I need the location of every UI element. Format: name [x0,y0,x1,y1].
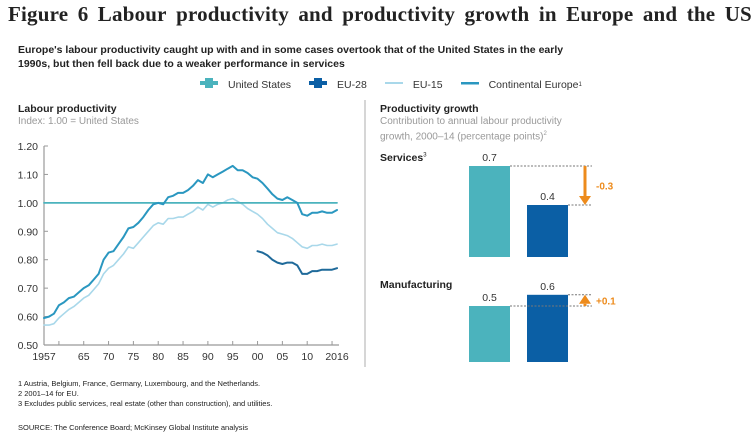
x-tick-label: 65 [78,351,90,363]
x-tick-label: 10 [301,351,313,363]
x-tick-label: 95 [227,351,239,363]
series-line-eu-15 [43,197,338,326]
chart-subtitle: Europe's labour productivity caught up w… [18,44,564,70]
x-tick-label: 80 [152,351,164,363]
legend-item-continental-europe: Continental Europe 1 [460,78,582,91]
x-tick-label: 1957 [32,351,56,363]
figure-title-word: growth [464,2,530,26]
legend-item-united-states: United States [200,78,291,91]
bar-services-united-states [469,166,510,257]
figure-title-word: US [724,2,752,26]
footnotes: 1 Austria, Belgium, France, Germany, Lux… [18,379,272,409]
figure-title-word: productivity [342,2,456,26]
group-label-services: Services3 [380,152,427,164]
source-note: SOURCE: The Conference Board; McKinsey G… [18,423,248,432]
legend-footnote-marker: 1 [578,81,582,88]
bar-manufacturing-united-states [469,306,510,362]
legend-swatch-eu-15 [384,78,403,91]
line-chart-title: Labour productivity [18,103,117,115]
line-chart-subtitle: Index: 1.00 = United States [18,116,139,127]
bar-chart-title: Productivity growth [380,103,479,115]
x-tick-label: 2016 [325,351,349,363]
legend: United States EU-28 EU-15 Continental Eu… [200,78,600,91]
figure-title-word: productivity [176,2,289,26]
figure-title-word: 6 [77,2,89,26]
bar-chart-subtitle-footnote: 2 [543,131,547,137]
group-label-text: Services [380,152,424,164]
figure-title-word: and [642,2,678,26]
series-line-eu-28 [256,250,338,275]
legend-label: Continental Europe [488,78,579,91]
x-tick-label: 85 [177,351,189,363]
legend-label: United States [228,78,292,91]
figure-title-word: Labour [97,2,167,26]
legend-label: EU-15 [412,78,443,91]
group-label-manufacturing: Manufacturing [380,279,452,291]
y-tick-label: 0.70 [18,283,39,295]
footnote-3: 3 Excludes public services, real estate … [18,399,273,408]
figure-title-word: Europe [566,2,634,26]
x-tick-label: 75 [128,351,140,363]
y-tick-label: 0.50 [18,340,39,352]
y-tick-label: 1.10 [18,169,39,181]
difference-arrow-head [579,294,591,304]
figure-title-word: and [298,2,333,26]
figure-title-word: in [538,2,557,26]
panel-divider [364,100,366,367]
bar-manufacturing-eu-28 [527,294,568,362]
legend-item-eu-28: EU-28 [309,78,367,91]
y-tick-label: 0.90 [18,226,39,238]
difference-label: -0.3 [596,182,614,193]
bar-value-label: 0.7 [482,152,497,164]
difference-label: +0.1 [596,296,616,307]
legend-label: EU-28 [337,78,367,91]
legend-swatch-eu-28 [309,78,328,91]
bar-services-eu-28 [527,205,568,257]
y-tick-label: 1.20 [18,141,39,153]
figure-title: Figure 6 Labour productivity and productivity… [8,2,752,27]
x-tick-label: 90 [202,351,214,363]
series-line-continental-europe [43,164,338,319]
bar-value-label: 0.5 [482,292,497,304]
bar-chart-subtitle-text: Contribution to annual labour productivi… [380,116,562,143]
bar-value-label: 0.6 [540,281,555,293]
x-tick-label: 05 [277,351,289,363]
figure-title-word: the [686,2,716,26]
bar-value-label: 0.4 [540,191,555,203]
x-tick-label: 00 [252,351,264,363]
figure-title-word: Figure [8,2,69,26]
legend-swatch-united-states [200,78,218,91]
y-tick-label: 1.00 [18,198,39,210]
bar-chart-subtitle: Contribution to annual labour productivi… [380,116,580,143]
legend-swatch-continental-europe [460,78,479,91]
y-tick-label: 0.60 [18,312,39,324]
y-tick-label: 0.80 [18,255,39,267]
group-label-footnote: 3 [423,152,427,159]
footnote-1: 1 Austria, Belgium, France, Germany, Lux… [18,379,261,388]
legend-item-eu-15: EU-15 [384,78,443,91]
group-label-text: Manufacturing [380,279,453,291]
x-tick-label: 70 [103,351,115,363]
footnote-2: 2 2001–14 for EU. [18,389,79,398]
difference-arrow-head [579,196,591,205]
